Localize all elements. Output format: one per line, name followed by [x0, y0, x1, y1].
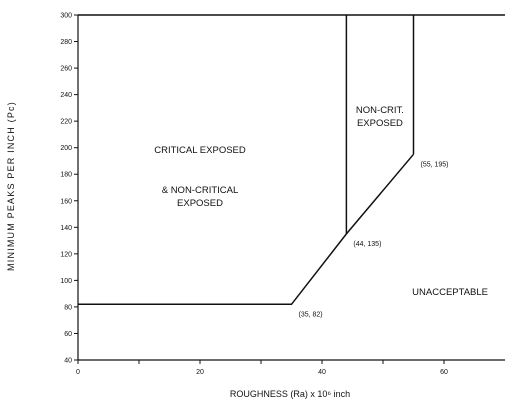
x-tick-label: 40 [318, 369, 326, 376]
y-tick-label: 160 [60, 198, 72, 205]
y-tick-label: 80 [64, 304, 72, 311]
x-tick-label: 20 [196, 369, 204, 376]
boundary-lines [78, 14, 505, 306]
axes: 40 60 80 100 120 140 160 180 200 220 240 260 280 300 0… [60, 13, 505, 376]
y-axis-title: MINIMUM PEAKS PER INCH (Pc) [6, 101, 16, 271]
region-label: CRITICAL EXPOSED [154, 145, 246, 156]
region-label: & NON-CRITICAL EXPOSED [162, 185, 239, 209]
y-tick-label: 180 [60, 172, 72, 179]
y-tick-label: 240 [60, 92, 72, 99]
y-tick-label: 260 [60, 66, 72, 73]
x-tick-label: 60 [440, 369, 448, 376]
point-label: (44, 135) [353, 241, 381, 248]
y-tick-label: 140 [60, 225, 72, 232]
region-label: UNACCEPTABLE [412, 287, 488, 298]
x-axis-title: ROUGHNESS (Ra) x 10⁶ inch [230, 389, 350, 399]
y-tick-label: 100 [60, 278, 72, 285]
point-label: (55, 195) [421, 161, 449, 168]
y-tick-label: 300 [60, 13, 72, 20]
y-tick-label: 200 [60, 145, 72, 152]
annotations: (35, 82) (44, 135) (55, 195) CRITICAL EXPOS… [154, 105, 488, 318]
x-tick-label: 0 [76, 369, 80, 376]
region-label: NON-CRIT. EXPOSED [356, 105, 404, 129]
lower-boundary [78, 153, 415, 306]
y-tick-label: 220 [60, 119, 72, 126]
y-tick-label: 120 [60, 251, 72, 258]
y-tick-label: 60 [64, 331, 72, 338]
y-tick-label: 280 [60, 39, 72, 46]
y-tick-label: 40 [64, 358, 72, 365]
point-label: (35, 82) [299, 311, 323, 318]
